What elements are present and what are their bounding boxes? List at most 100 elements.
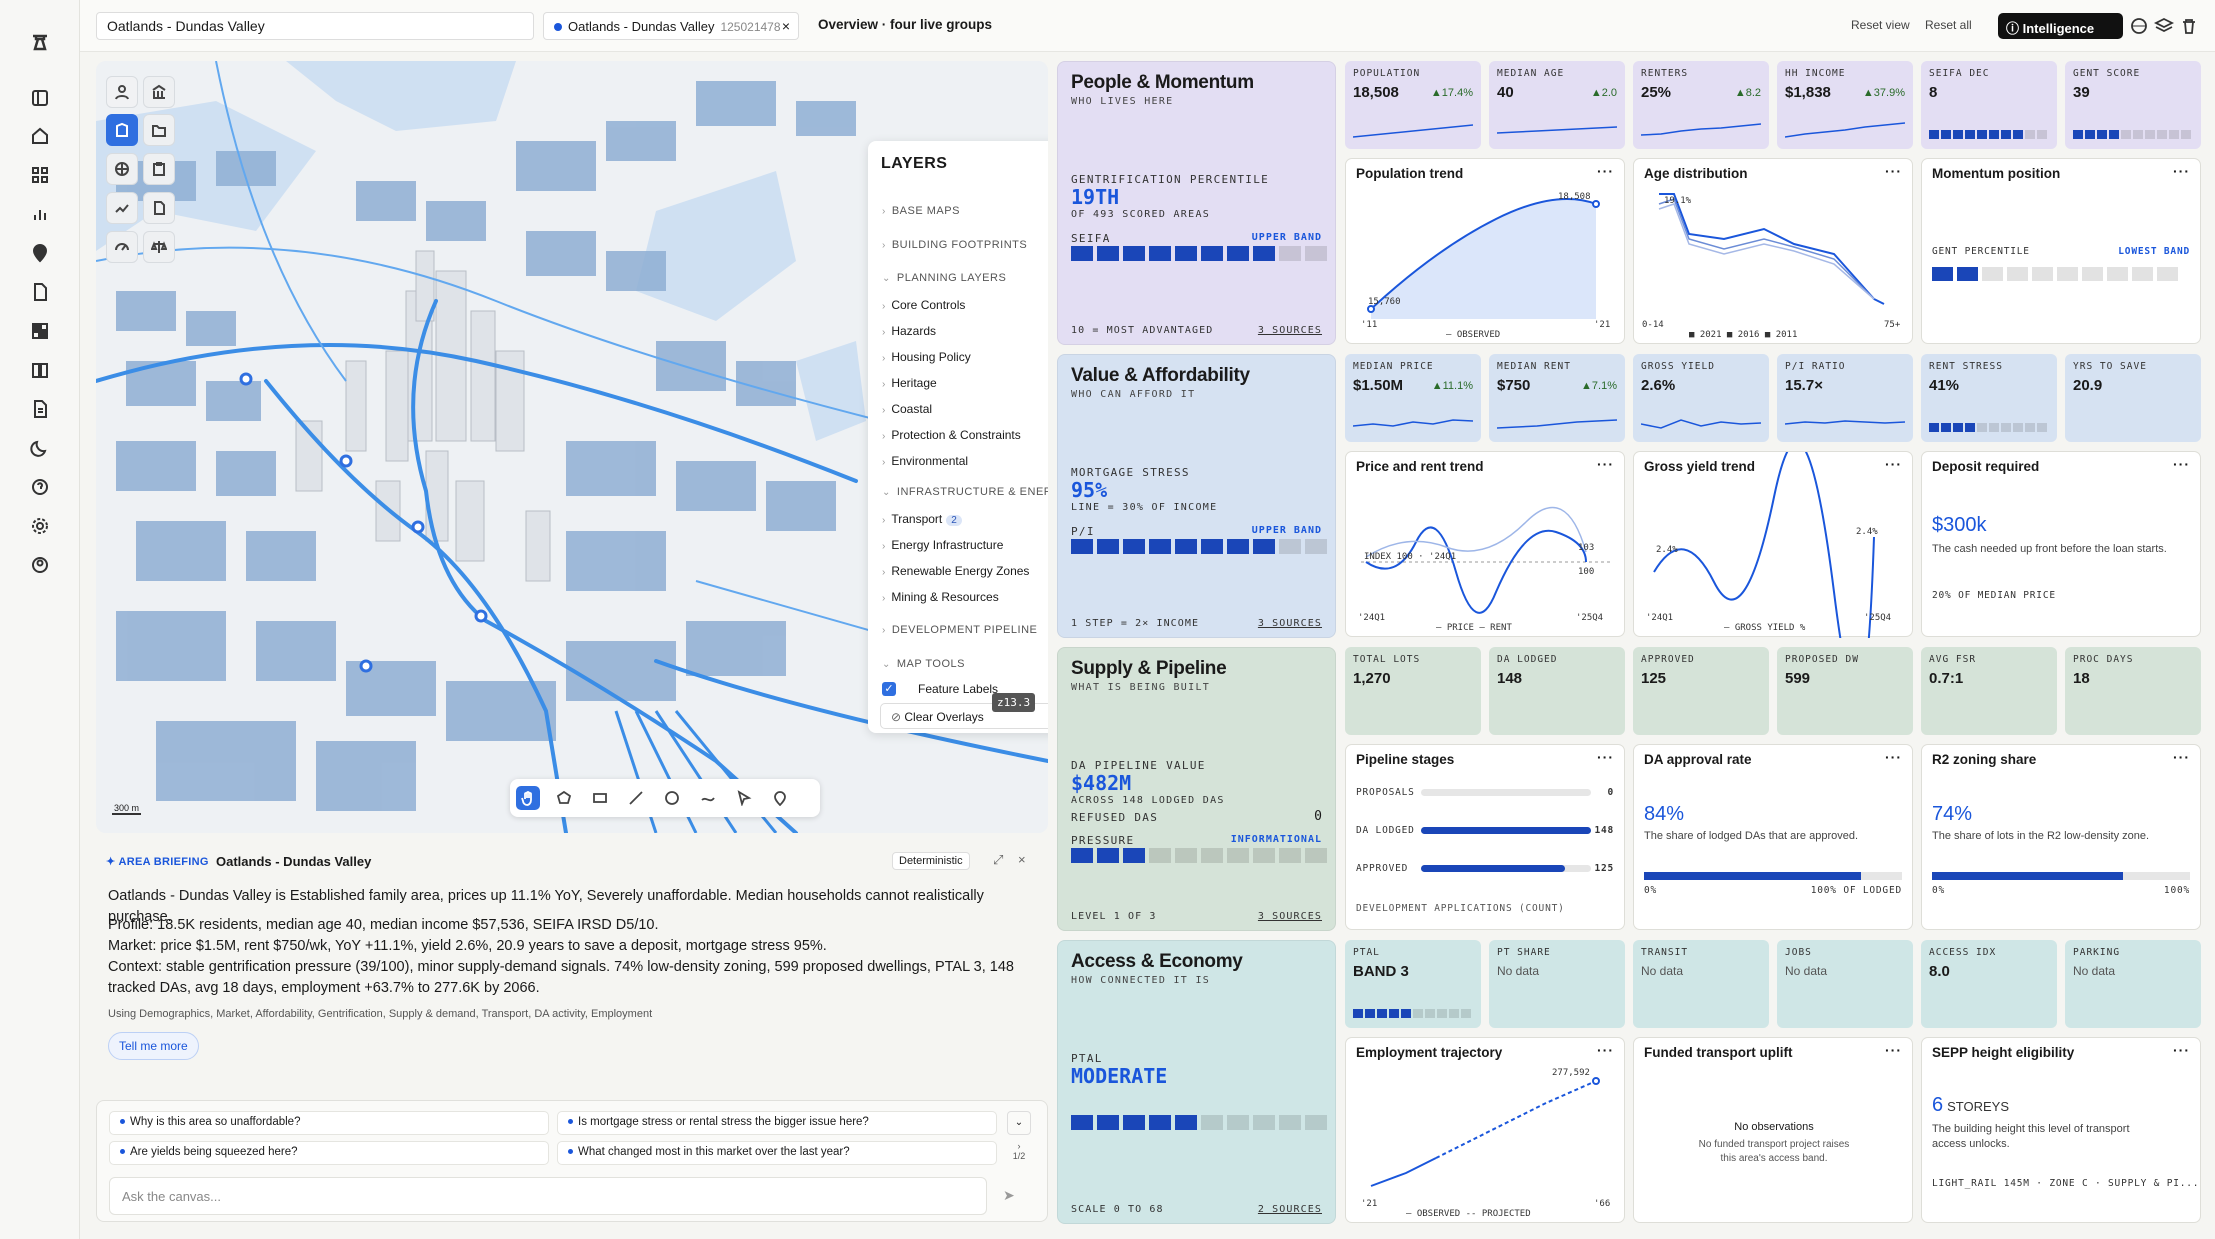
reset-view-button[interactable]: Reset view [1851,18,1910,32]
age-distribution-card[interactable]: Age distribution ··· 19.1% 0-14 75+ ■ 2021 ■ … [1633,158,1913,344]
layer-item[interactable]: ⌄ MAP TOOLS [882,658,1048,670]
profile-tool[interactable] [106,76,138,108]
reset-all-button[interactable]: Reset all [1925,18,1972,32]
report-tool[interactable] [143,192,175,224]
section-sources[interactable]: 3 SOURCES [1257,325,1322,336]
polygon-icon[interactable] [552,786,576,810]
account-icon[interactable] [28,553,52,577]
more-icon[interactable]: ··· [2173,163,2190,179]
kpi-tile[interactable]: POPULATION 18,508 ▲17.4% [1345,61,1481,149]
section-title[interactable]: Supply & Pipeline [1071,658,1227,679]
kpi-tile[interactable]: MEDIAN PRICE $1.50M ▲11.1% [1345,354,1481,442]
more-icon[interactable]: ··· [1885,1042,1902,1058]
clear-overlays-button[interactable]: ⊘ Clear Overlays2 [880,703,1048,729]
help-icon[interactable] [28,475,52,499]
kpi-tile[interactable]: SEIFA DEC 8 [1921,61,2057,149]
expand-icon[interactable]: ⤢ [993,852,1004,867]
section-card[interactable]: Supply & Pipeline WHAT IS BEING BUILT DA P… [1057,647,1336,931]
section-card[interactable]: Access & Economy HOW CONNECTED IT IS PTAL M… [1057,940,1336,1224]
moon-icon[interactable] [28,436,52,460]
layer-item[interactable]: › BUILDING FOOTPRINTS [882,239,1048,251]
layer-item[interactable]: ›Heritage2 [882,376,1048,390]
deposit-required-card[interactable]: Deposit required ··· $300k The cash needed … [1921,451,2201,637]
chevron-down-icon[interactable]: ⌄ [1007,1111,1031,1135]
sepp-height-card[interactable]: SEPP height eligibility ··· 6 STOREYS The bu… [1921,1037,2201,1223]
kpi-tile[interactable]: DA LODGED 148 [1489,647,1625,735]
file-icon[interactable] [28,397,52,421]
kpi-tile[interactable]: HH INCOME $1,838 ▲37.9% [1777,61,1913,149]
trend-tool[interactable] [106,192,138,224]
layer-item[interactable]: ›Core Controls9 [882,298,1048,312]
kpi-tile[interactable]: RENT STRESS 41% [1921,354,2057,442]
r2-zoning-share-card[interactable]: R2 zoning share ··· 74% The share of lots i… [1921,744,2201,930]
more-icon[interactable]: ··· [1597,749,1614,765]
clipboard-tool[interactable] [143,153,175,185]
kpi-tile[interactable]: ACCESS IDX 8.0 [1921,940,2057,1028]
layer-item[interactable]: ⌄ PLANNING LAYERS [882,272,1048,284]
kpi-tile[interactable]: TOTAL LOTS 1,270 [1345,647,1481,735]
kpi-tile[interactable]: YRS TO SAVE 20.9 [2065,354,2201,442]
logo-icon[interactable] [28,30,52,54]
freehand-icon[interactable] [696,786,720,810]
select-icon[interactable] [732,786,756,810]
kpi-tile[interactable]: AVG FSR 0.7:1 [1921,647,2057,735]
feature-labels-checkbox[interactable]: ✓ [882,682,896,696]
section-sources[interactable]: 3 SOURCES [1257,911,1322,922]
layer-item[interactable]: ›Protection & Constraints3 [882,428,1048,442]
buildings-tool[interactable] [106,114,138,146]
section-title[interactable]: People & Momentum [1071,72,1254,93]
kpi-tile[interactable]: JOBS No data [1777,940,1913,1028]
funded-transport-card[interactable]: Funded transport uplift ··· No observation… [1633,1037,1913,1223]
send-icon[interactable]: ➤ [1003,1187,1015,1203]
book-icon[interactable] [28,358,52,382]
scales-tool[interactable] [143,231,175,263]
settings-icon[interactable] [28,514,52,538]
layer-item[interactable]: ›Housing Policy6 [882,350,1048,364]
deterministic-badge[interactable]: Deterministic [892,852,970,870]
layer-item[interactable]: ›Renewable Energy Zones5 [882,564,1048,578]
more-icon[interactable]: ··· [1885,163,1902,179]
apps-icon[interactable] [28,319,52,343]
hand-icon[interactable] [516,786,540,810]
section-title[interactable]: Value & Affordability [1071,365,1250,386]
intelligence-button[interactable]: ⓘ Intelligence [1998,13,2123,39]
kpi-tile[interactable]: GROSS YIELD 2.6% [1633,354,1769,442]
section-card[interactable]: People & Momentum WHO LIVES HERE GENTRIFIC… [1057,61,1336,345]
population-trend-card[interactable]: Population trend ··· 15,760 18,508 '11 '21 — O… [1345,158,1625,344]
circle-icon[interactable] [660,786,684,810]
grid-icon[interactable] [28,163,52,187]
kpi-tile[interactable]: RENTERS 25% ▲8.2 [1633,61,1769,149]
kpi-tile[interactable]: P/I RATIO 15.7× [1777,354,1913,442]
layer-item[interactable]: ›Transport214 [882,512,1048,526]
home-icon[interactable] [28,124,52,148]
more-icon[interactable]: ··· [2173,1042,2190,1058]
pin-icon[interactable] [28,241,52,265]
section-title[interactable]: Access & Economy [1071,951,1243,972]
close-icon[interactable]: × [781,18,790,34]
line-icon[interactable] [624,786,648,810]
close-icon[interactable]: × [1018,852,1026,867]
more-icon[interactable]: ··· [1597,163,1614,179]
kpi-tile[interactable]: GENT SCORE 39 [2065,61,2201,149]
layer-item[interactable]: ›Energy Infrastructure5 [882,538,1048,552]
layer-item[interactable]: › DEVELOPMENT PIPELINE [882,624,1048,636]
layer-item[interactable]: ›Hazards5 [882,324,1048,338]
panel-icon[interactable] [28,86,52,110]
suggested-question[interactable]: Are yields being squeezed here? [109,1141,549,1165]
gauge-tool[interactable] [106,231,138,263]
layer-item[interactable]: ›Environmental10 [882,454,1048,468]
layer-item[interactable]: ›Coastal3 [882,402,1048,416]
layer-item[interactable]: ›Mining & Resources15 [882,590,1048,604]
map-canvas[interactable]: LAYERS × ›BASE MAPS›BUILDING FOOTPRINTS⌄… [96,61,1048,833]
kpi-tile[interactable]: MEDIAN RENT $750 ▲7.1% [1489,354,1625,442]
layer-item[interactable]: › BASE MAPS [882,205,1048,217]
marker-icon[interactable] [768,786,792,810]
globe-tool[interactable] [106,153,138,185]
employment-trajectory-card[interactable]: Employment trajectory ··· 277,592 '21 '66 — O… [1345,1037,1625,1223]
kpi-tile[interactable]: APPROVED 125 [1633,647,1769,735]
kpi-tile[interactable]: TRANSIT No data [1633,940,1769,1028]
pipeline-stages-card[interactable]: Pipeline stages ··· PROPOSALS 0 DA LODGED 148… [1345,744,1625,930]
tell-me-more-button[interactable]: Tell me more [108,1032,199,1060]
more-icon[interactable]: ··· [1597,456,1614,472]
more-icon[interactable]: ··· [2173,456,2190,472]
